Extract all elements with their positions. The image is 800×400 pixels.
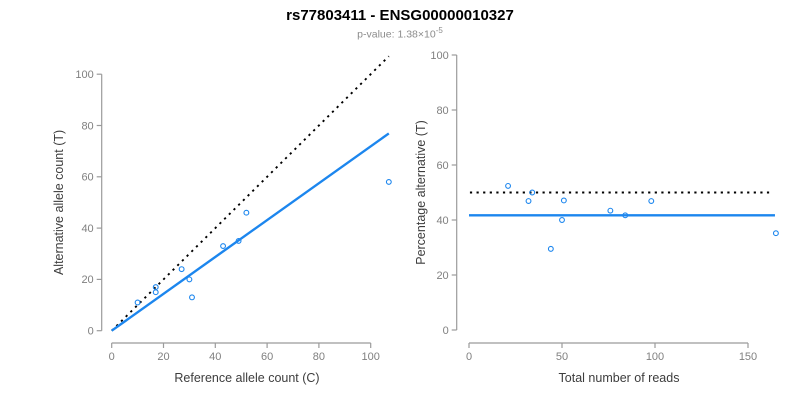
y-axis-title: Alternative allele count (T) — [52, 130, 66, 275]
data-point — [178, 266, 185, 273]
data-point — [607, 207, 614, 214]
x-axis-title: Reference allele count (C) — [174, 371, 319, 385]
left-scatter-plot: 0 20 40 60 80 100 0 20 40 60 80 100 Reference allele… — [52, 55, 392, 385]
data-point — [560, 197, 567, 204]
pvalue-exponent: -5 — [435, 26, 443, 35]
x-tick-label: 40 — [209, 351, 221, 363]
y-tick-label: 0 — [443, 325, 449, 337]
y-tick-label: 20 — [436, 270, 448, 282]
y-tick-label: 100 — [430, 50, 448, 62]
data-point — [186, 276, 193, 283]
x-tick-label: 100 — [646, 351, 664, 363]
data-point — [152, 284, 159, 291]
x-axis-title: Total number of reads — [559, 371, 680, 385]
y-tick-label: 60 — [81, 172, 93, 184]
fit-line — [111, 132, 390, 332]
data-point — [152, 289, 159, 296]
data-point — [134, 299, 141, 306]
y-tick-label: 60 — [436, 160, 448, 172]
page-title: rs77803411 - ENSG00000010327 — [286, 7, 514, 24]
x-tick-label: 0 — [466, 351, 472, 363]
data-point — [385, 178, 392, 185]
data-point — [559, 217, 565, 223]
data-point — [622, 212, 629, 219]
x-tick-label: 100 — [362, 351, 380, 363]
data-point — [505, 182, 512, 189]
y-tick-label: 80 — [436, 105, 448, 117]
x-tick-label: 150 — [739, 351, 757, 363]
y-tick-label: 40 — [81, 223, 93, 235]
data-point — [529, 189, 536, 196]
x-tick-label: 20 — [157, 351, 169, 363]
data-point — [547, 245, 554, 252]
y-tick-label: 100 — [75, 69, 93, 81]
data-point — [648, 198, 655, 204]
data-point — [243, 209, 250, 216]
right-scatter-plot: 0 20 40 60 80 100 0 50 100 150 Total number of rea… — [414, 50, 779, 385]
y-tick-label: 40 — [436, 215, 448, 227]
data-point — [220, 243, 227, 250]
y-tick-label: 0 — [88, 326, 94, 338]
data-point — [235, 237, 242, 244]
x-tick-label: 80 — [313, 351, 325, 363]
x-tick-label: 50 — [556, 351, 568, 363]
x-tick-label: 60 — [261, 351, 273, 363]
identity-line — [111, 55, 390, 332]
pvalue-subtitle: p-value: 1.38×10-5 — [0, 26, 800, 41]
data-point — [189, 294, 195, 301]
y-tick-label: 20 — [81, 274, 93, 286]
pvalue-text: p-value: 1.38×10 — [357, 28, 436, 41]
x-tick-label: 0 — [109, 351, 115, 363]
data-point — [525, 198, 532, 204]
y-axis-title: Percentage alternative (T) — [414, 120, 428, 265]
data-point — [772, 230, 779, 237]
y-tick-label: 80 — [81, 120, 93, 132]
